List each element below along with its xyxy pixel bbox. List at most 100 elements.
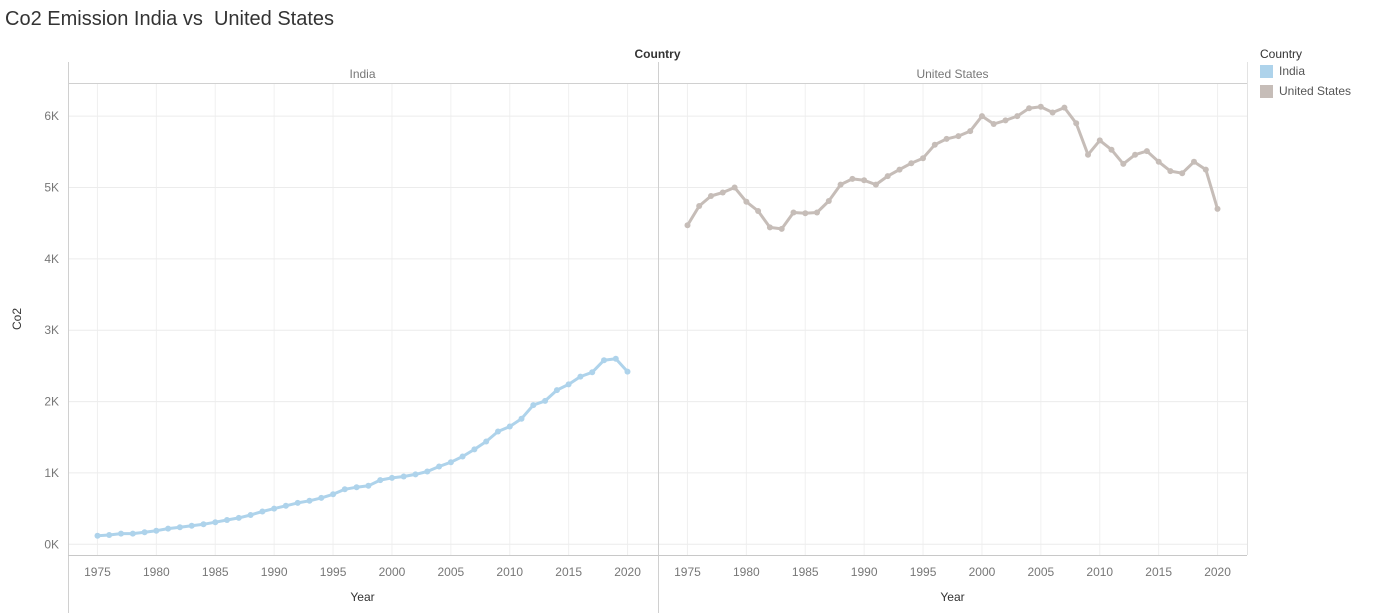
data-point-united-states — [719, 189, 726, 196]
data-point-india — [176, 524, 183, 531]
x-tick-label: 2020 — [1204, 565, 1231, 579]
data-point-united-states — [1120, 160, 1127, 167]
data-point-united-states — [1155, 158, 1162, 165]
data-point-united-states — [1191, 158, 1197, 165]
data-point-india — [530, 402, 537, 409]
data-point-india — [106, 532, 113, 538]
data-point-united-states — [708, 193, 714, 199]
data-point-india — [294, 499, 301, 506]
data-point-india — [553, 387, 560, 394]
x-tick-label: 2015 — [1145, 565, 1172, 579]
y-tick-label: 1K — [44, 466, 59, 480]
data-point-united-states — [908, 160, 915, 167]
data-point-united-states — [1202, 166, 1209, 173]
chart-title: Co2 Emission India vs United States — [5, 8, 335, 30]
data-point-india — [565, 381, 572, 388]
data-point-india — [389, 474, 395, 481]
x-tick-label: 1980 — [733, 565, 760, 579]
data-point-india — [483, 438, 490, 445]
data-point-united-states — [1002, 117, 1009, 124]
data-point-united-states — [790, 209, 797, 216]
x-tick-label: 1980 — [143, 565, 170, 579]
data-point-india — [612, 355, 619, 362]
data-point-united-states — [1085, 151, 1091, 158]
y-tick-label: 0K — [44, 537, 59, 551]
x-tick-label: 2015 — [555, 565, 582, 579]
x-tick-label: 1990 — [261, 565, 288, 579]
x-tick-label: 1995 — [320, 565, 347, 579]
x-tick-label: 1985 — [792, 565, 819, 579]
data-point-united-states — [1026, 105, 1033, 112]
data-point-united-states — [814, 209, 820, 216]
data-point-india — [247, 512, 254, 518]
pane-header-india: India — [349, 67, 375, 81]
line-chart: Country India United States 0K 1K 2K 3K 4K 5K 6K C… — [10, 47, 1248, 613]
legend-item-india[interactable]: India — [1260, 64, 1351, 78]
legend-swatch-india — [1260, 64, 1273, 78]
data-point-india — [506, 423, 513, 430]
y-tick-label: 5K — [44, 180, 59, 194]
data-point-india — [424, 468, 431, 475]
legend-label-india: India — [1279, 64, 1306, 78]
data-point-india — [353, 484, 360, 491]
data-point-india — [447, 459, 454, 466]
data-point-united-states — [1096, 137, 1103, 144]
data-point-united-states — [931, 141, 938, 148]
legend-item-united-states[interactable]: United States — [1260, 84, 1351, 98]
data-point-united-states — [920, 155, 926, 162]
x-tick-label: 1990 — [851, 565, 878, 579]
x-axis-label: Year — [940, 590, 964, 604]
x-tick-label: 1985 — [202, 565, 229, 579]
legend-label-united-states: United States — [1279, 84, 1352, 98]
data-point-united-states — [755, 208, 762, 214]
data-point-india — [271, 505, 278, 512]
data-point-india — [624, 368, 631, 375]
data-point-india — [129, 530, 136, 537]
y-tick-label: 4K — [44, 252, 59, 266]
legend-title: Country — [1260, 47, 1303, 61]
y-tick-label: 2K — [44, 395, 59, 409]
data-point-united-states — [802, 210, 809, 217]
data-point-india — [400, 473, 407, 480]
data-point-united-states — [825, 198, 832, 204]
legend-swatch-united-states — [1260, 84, 1273, 98]
data-point-india — [471, 446, 478, 453]
data-point-india — [589, 369, 596, 376]
x-tick-label: 2010 — [496, 565, 523, 579]
data-point-united-states — [1073, 120, 1080, 127]
data-point-india — [224, 517, 230, 523]
data-point-india — [306, 497, 313, 504]
data-point-india — [577, 373, 584, 380]
data-point-india — [118, 530, 124, 537]
data-point-india — [318, 494, 325, 501]
x-tick-label: 2000 — [379, 565, 406, 579]
x-tick-label: 2010 — [1086, 565, 1113, 579]
data-point-united-states — [872, 181, 879, 188]
x-tick-label: 1995 — [910, 565, 937, 579]
data-point-india — [518, 415, 525, 422]
data-point-united-states — [861, 177, 868, 184]
data-point-india — [188, 522, 195, 529]
series-line-united-states — [686, 105, 1219, 231]
data-point-united-states — [731, 184, 738, 191]
series-line-india — [96, 357, 629, 538]
data-point-india — [259, 508, 266, 515]
data-point-india — [141, 529, 148, 536]
x-tick-label: 1975 — [84, 565, 111, 579]
data-point-united-states — [943, 135, 950, 142]
data-point-united-states — [896, 166, 903, 173]
data-point-india — [235, 514, 242, 521]
data-point-united-states — [1037, 103, 1044, 110]
y-tick-label: 6K — [44, 109, 59, 123]
data-point-united-states — [884, 173, 891, 180]
data-point-united-states — [766, 224, 773, 231]
data-point-united-states — [990, 121, 997, 127]
data-point-united-states — [778, 225, 785, 232]
legend[interactable]: Country India United States — [1260, 47, 1351, 104]
data-point-india — [436, 463, 443, 470]
data-point-united-states — [684, 222, 691, 229]
data-point-united-states — [1108, 146, 1115, 153]
data-point-united-states — [1167, 168, 1174, 175]
data-point-india — [377, 477, 384, 484]
data-point-united-states — [1143, 148, 1150, 155]
